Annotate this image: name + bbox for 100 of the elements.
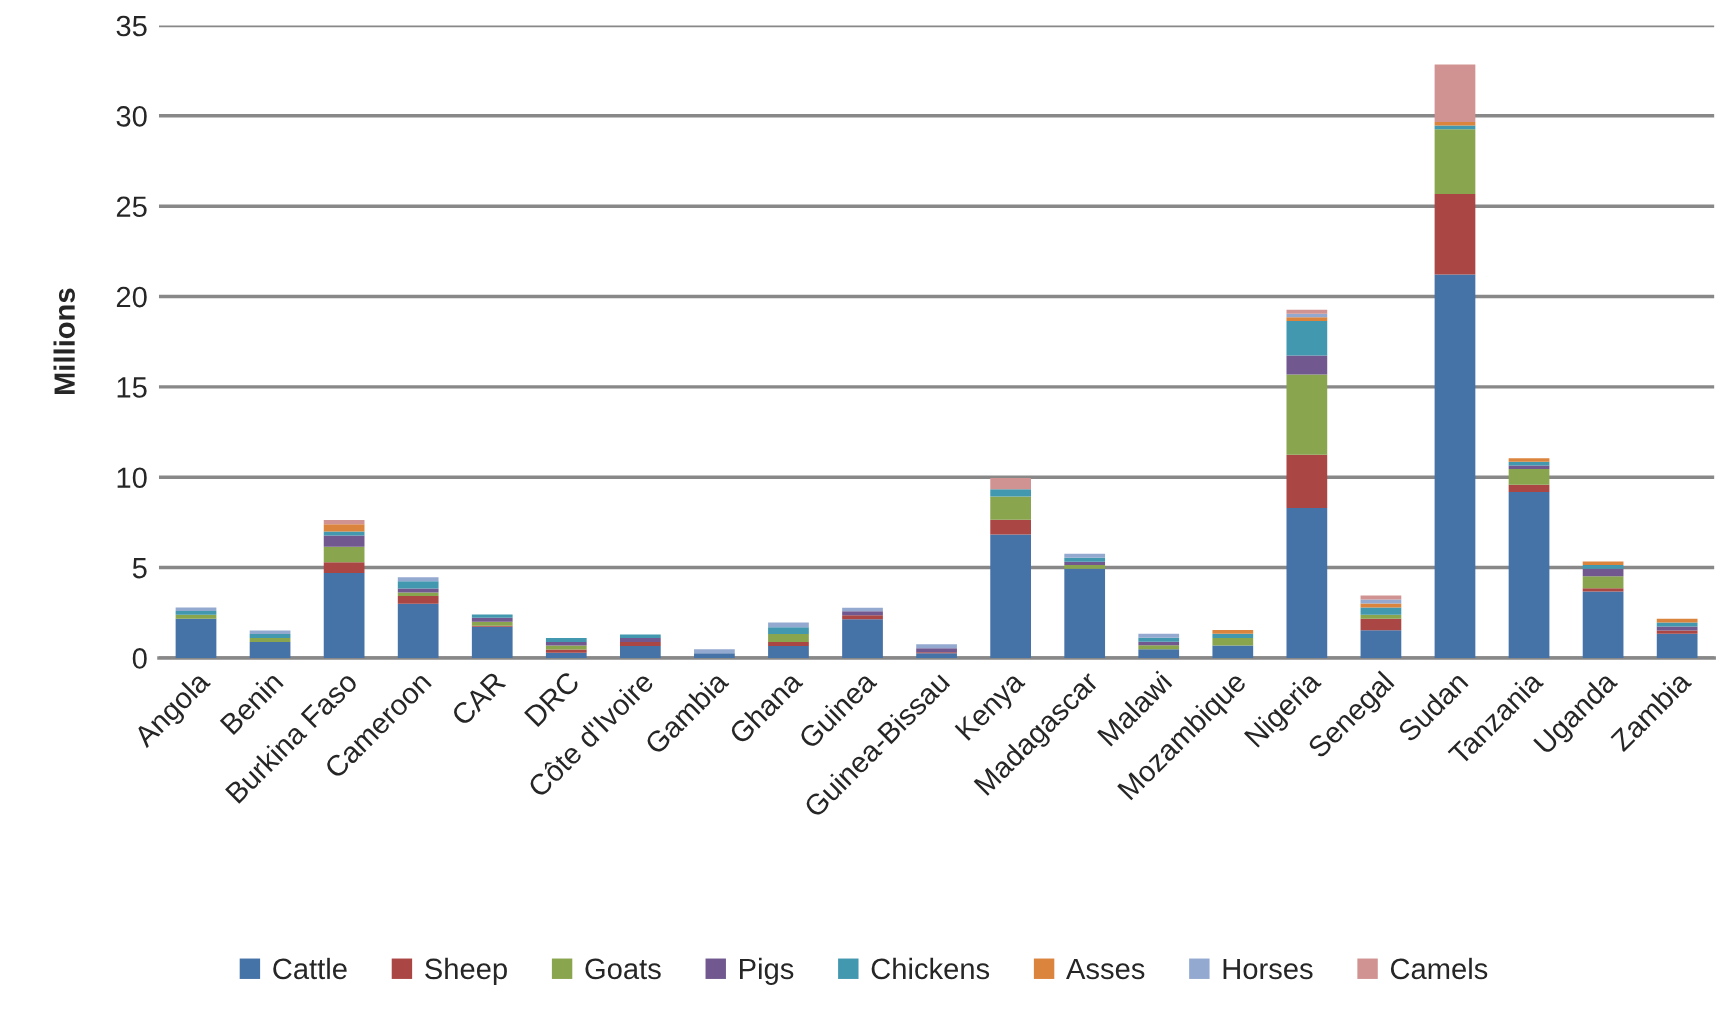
bar <box>842 611 883 616</box>
bar <box>916 648 957 653</box>
bar <box>768 627 809 635</box>
bar <box>1286 454 1328 509</box>
bar <box>842 615 883 620</box>
bar <box>1138 637 1180 642</box>
bar <box>1360 599 1402 604</box>
bar <box>397 603 439 658</box>
y-tick-label: 10 <box>117 467 147 489</box>
bar <box>1656 622 1698 627</box>
bar <box>768 645 809 658</box>
bar <box>1582 588 1624 592</box>
bar <box>1360 607 1402 615</box>
bar <box>1360 614 1402 619</box>
bar <box>175 618 217 658</box>
bar <box>1138 633 1180 638</box>
bar <box>1582 576 1624 589</box>
bar <box>1434 121 1476 126</box>
legend-label: Cattle <box>273 957 347 980</box>
bar <box>1582 561 1624 566</box>
bar <box>1360 618 1402 631</box>
bar <box>175 614 217 619</box>
bar <box>1212 638 1254 646</box>
bar <box>323 546 365 563</box>
bar <box>619 638 661 642</box>
bar <box>1434 274 1476 658</box>
legend-label: Camels <box>1390 957 1488 980</box>
bar <box>1656 630 1698 634</box>
bar <box>619 642 661 646</box>
bar <box>471 614 513 618</box>
bar <box>175 611 217 615</box>
bar <box>768 634 809 642</box>
bar <box>990 496 1031 520</box>
bar <box>1064 565 1106 569</box>
legend-label: Horses <box>1223 958 1313 980</box>
bar <box>249 642 291 658</box>
bar <box>619 634 661 639</box>
bar <box>323 520 365 525</box>
bar <box>768 622 809 628</box>
y-tick-label: 30 <box>116 106 147 127</box>
bar <box>694 653 735 658</box>
bar <box>1286 317 1328 321</box>
bar <box>842 619 883 658</box>
bar <box>323 562 365 573</box>
bar <box>1286 355 1328 375</box>
bar <box>916 644 957 649</box>
y-axis-title: Millions <box>53 288 75 395</box>
bar <box>1064 557 1106 562</box>
bar <box>1508 458 1550 462</box>
bar <box>545 649 587 653</box>
bar <box>619 645 661 658</box>
bar <box>694 649 735 654</box>
bar <box>1656 626 1698 631</box>
bar <box>1508 492 1550 658</box>
legend-label: Asses <box>1066 958 1145 980</box>
legend-label: Chickens <box>871 957 990 980</box>
bar <box>990 489 1031 497</box>
bar <box>1508 484 1550 493</box>
bar <box>249 634 291 639</box>
bar <box>1434 194 1476 275</box>
bar <box>990 519 1031 535</box>
y-tick-label: 0 <box>132 648 147 669</box>
bar <box>1212 645 1254 658</box>
bar <box>1286 508 1328 658</box>
bar <box>1582 591 1624 658</box>
bar <box>990 477 1031 490</box>
bar <box>1434 64 1476 122</box>
bar <box>397 596 439 604</box>
bar <box>397 592 439 597</box>
bar <box>1064 561 1106 566</box>
bar <box>471 617 513 622</box>
bar <box>1212 633 1254 639</box>
y-tick-label: 15 <box>117 377 147 398</box>
bar <box>249 630 291 635</box>
bar <box>323 524 365 532</box>
bar <box>990 534 1031 658</box>
bar <box>1064 568 1106 658</box>
bar <box>1286 320 1328 356</box>
bar <box>471 626 513 658</box>
bar <box>397 577 439 582</box>
bar <box>916 653 957 658</box>
bar <box>1360 595 1402 600</box>
y-tick-label: 35 <box>116 15 147 37</box>
bar <box>1138 649 1180 658</box>
bar <box>1434 129 1476 195</box>
bar <box>471 621 513 626</box>
y-tick-label: 25 <box>116 196 147 218</box>
bar <box>545 642 587 646</box>
bar <box>545 652 587 658</box>
bar <box>397 581 439 589</box>
bar <box>545 645 587 650</box>
bar <box>323 535 365 547</box>
bar <box>175 607 217 612</box>
legend-label: Goats <box>585 958 661 980</box>
bar <box>1508 469 1550 485</box>
bar <box>1286 374 1328 455</box>
bar <box>323 572 365 658</box>
bar <box>545 638 587 642</box>
bar <box>1656 633 1698 658</box>
bar <box>1360 630 1402 658</box>
